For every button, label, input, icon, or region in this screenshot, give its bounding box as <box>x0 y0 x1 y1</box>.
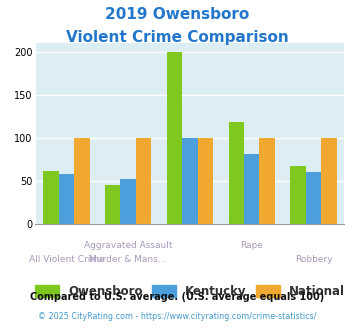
Bar <box>59 174 74 224</box>
Bar <box>244 153 260 224</box>
Legend: Owensboro, Kentucky, National: Owensboro, Kentucky, National <box>35 285 345 298</box>
Bar <box>306 172 321 224</box>
Bar <box>74 138 89 224</box>
Text: Compared to U.S. average. (U.S. average equals 100): Compared to U.S. average. (U.S. average … <box>31 292 324 302</box>
Bar <box>229 122 244 224</box>
Text: Robbery: Robbery <box>295 255 332 264</box>
Bar <box>120 179 136 224</box>
Text: Murder & Mans...: Murder & Mans... <box>89 255 167 264</box>
Text: Aggravated Assault: Aggravated Assault <box>84 241 173 250</box>
Text: Rape: Rape <box>240 241 263 250</box>
Text: All Violent Crime: All Violent Crime <box>28 255 104 264</box>
Bar <box>321 138 337 224</box>
Bar <box>182 138 198 224</box>
Text: Violent Crime Comparison: Violent Crime Comparison <box>66 30 289 45</box>
Bar <box>260 138 275 224</box>
Bar <box>136 138 151 224</box>
Text: © 2025 CityRating.com - https://www.cityrating.com/crime-statistics/: © 2025 CityRating.com - https://www.city… <box>38 312 317 321</box>
Bar <box>167 51 182 224</box>
Bar <box>290 166 306 224</box>
Text: 2019 Owensboro: 2019 Owensboro <box>105 7 250 21</box>
Bar <box>105 185 120 224</box>
Bar <box>43 171 59 224</box>
Bar <box>198 138 213 224</box>
